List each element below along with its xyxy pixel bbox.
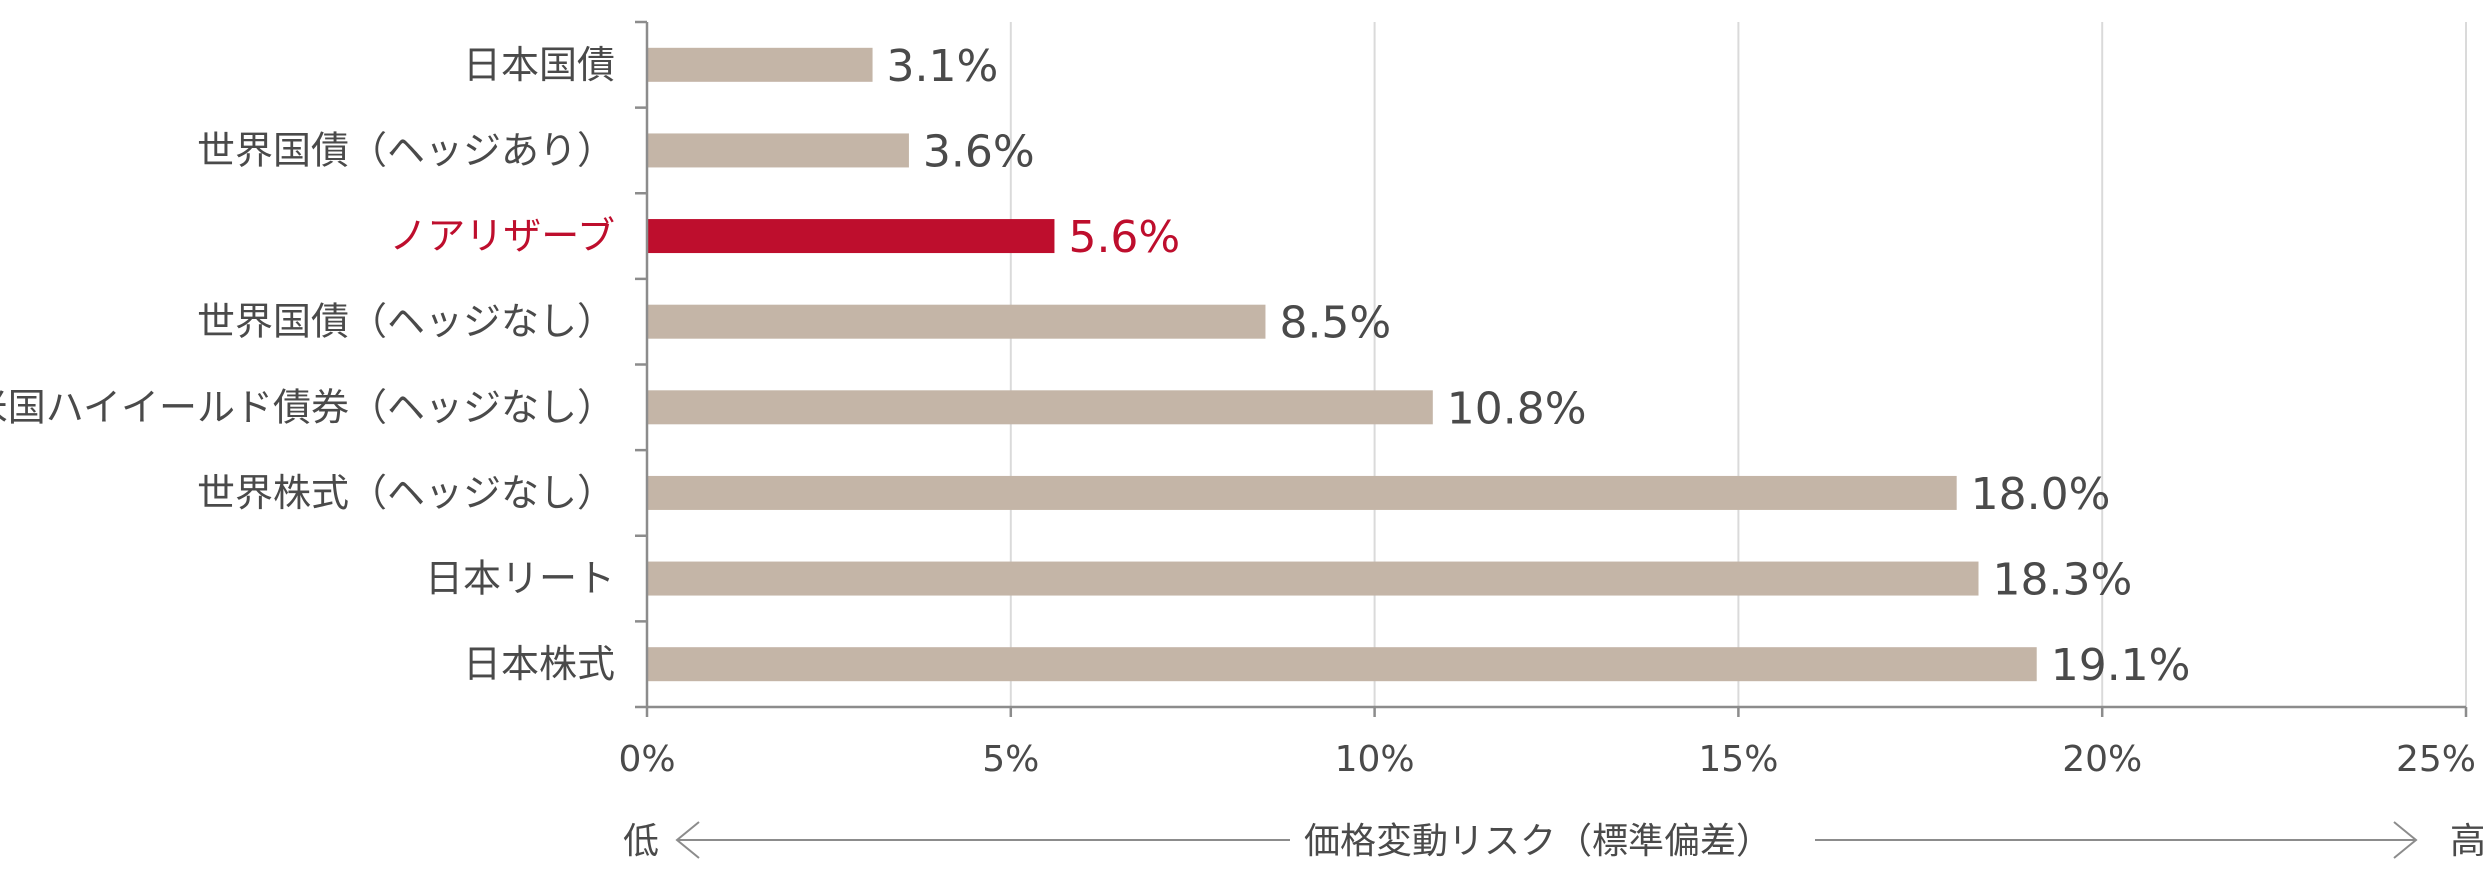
- category-label-7: 日本株式: [463, 642, 615, 686]
- x-tick-label-4: 20%: [2062, 739, 2142, 780]
- category-label-0: 日本国債: [463, 43, 615, 87]
- value-label-3: 8.5%: [1279, 298, 1391, 349]
- arrow-left-head: [675, 821, 700, 859]
- arrow-right-head: [2393, 821, 2418, 859]
- x-tick-label-2: 10%: [1335, 739, 1415, 780]
- x-tick-label-3: 15%: [1698, 739, 1778, 780]
- x-tick-labels: 0% 5% 10% 15% 20% 25%: [618, 739, 2476, 780]
- x-tick-label-1: 5%: [982, 739, 1039, 780]
- category-label-3: 世界国債（ヘッジなし）: [197, 300, 615, 344]
- category-label-2: ノアリザーブ: [389, 214, 615, 258]
- bar-4: [648, 390, 1433, 425]
- value-labels: 3.1% 3.6% 5.6% 8.5% 10.8% 18.0% 18.3% 19.1%: [887, 41, 2191, 691]
- bars: [648, 47, 2037, 682]
- x-tick-label-0: 0%: [618, 739, 675, 780]
- value-label-5: 18.0%: [1971, 469, 2111, 520]
- bar-1: [648, 133, 909, 168]
- value-label-4: 10.8%: [1447, 383, 1587, 434]
- x-axis-high-label: 高: [2450, 821, 2483, 862]
- value-label-7: 19.1%: [2051, 640, 2191, 691]
- category-label-1: 世界国債（ヘッジあり）: [197, 128, 615, 172]
- category-label-4: 米国ハイイールド債券（ヘッジなし）: [0, 385, 615, 429]
- x-axis-title-group: 低 高 価格変動リスク（標準偏差）: [623, 821, 2483, 862]
- bar-0: [648, 47, 873, 82]
- category-label-5: 世界株式（ヘッジなし）: [197, 471, 615, 515]
- value-label-0: 3.1%: [887, 41, 999, 92]
- category-label-6: 日本リート: [425, 557, 615, 601]
- x-axis-arrows: [675, 821, 2418, 859]
- value-label-1: 3.6%: [923, 126, 1035, 177]
- grid-lines: [1009, 22, 2467, 707]
- bar-7: [648, 647, 2037, 682]
- value-label-2: 5.6%: [1068, 212, 1180, 263]
- axes: [635, 20, 2468, 717]
- x-axis-low-label: 低: [623, 821, 659, 862]
- bar-2: [648, 219, 1055, 254]
- x-tick-label-5: 25%: [2396, 739, 2476, 780]
- value-label-6: 18.3%: [1993, 555, 2133, 606]
- bar-6: [648, 561, 1979, 596]
- bar-3: [648, 304, 1266, 339]
- x-axis-title: 価格変動リスク（標準偏差）: [1304, 821, 1772, 862]
- bar-5: [648, 475, 1957, 510]
